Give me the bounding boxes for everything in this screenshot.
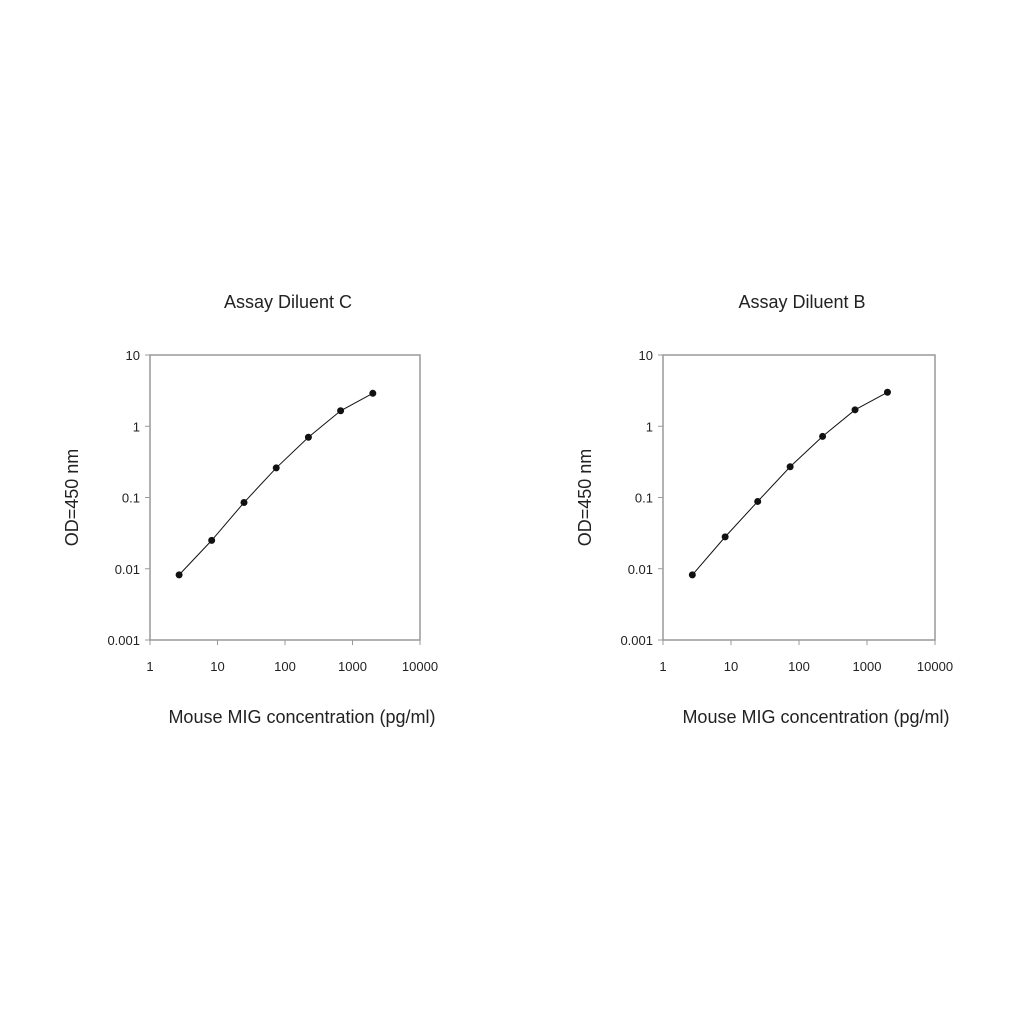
data-point (851, 406, 859, 414)
data-point (337, 407, 345, 415)
y-axis-label: OD=450 nm (62, 449, 82, 547)
data-point (883, 388, 891, 396)
y-tick-label: 0.001 (620, 633, 653, 648)
data-point (721, 533, 729, 541)
series-line (178, 392, 374, 576)
y-tick-label: 0.01 (628, 562, 653, 577)
data-point (754, 497, 762, 505)
x-tick-label: 1 (146, 659, 153, 674)
data-point (819, 432, 827, 440)
y-tick-label: 10 (639, 348, 653, 363)
x-tick-label: 1 (659, 659, 666, 674)
plot-frame (149, 354, 421, 641)
data-point (688, 571, 696, 579)
y-tick-label: 1 (133, 419, 140, 434)
x-tick-label: 100 (788, 659, 810, 674)
x-axis-label: Mouse MIG concentration (pg/ml) (682, 707, 949, 727)
x-tick-label: 100 (274, 659, 296, 674)
x-tick-label: 10000 (917, 659, 953, 674)
x-tick-label: 10 (210, 659, 224, 674)
y-tick-label: 10 (126, 348, 140, 363)
data-point (272, 464, 280, 472)
x-tick-label: 1000 (853, 659, 882, 674)
chart-title: Assay Diluent C (224, 292, 352, 312)
y-tick-label: 1 (646, 419, 653, 434)
data-point (175, 571, 183, 579)
x-axis-label: Mouse MIG concentration (pg/ml) (168, 707, 435, 727)
y-tick-label: 0.001 (107, 633, 140, 648)
x-tick-label: 10000 (402, 659, 438, 674)
y-tick-label: 0.1 (122, 491, 140, 506)
data-point (369, 389, 377, 397)
data-point (208, 536, 216, 544)
x-tick-label: 10 (724, 659, 738, 674)
x-tick-label: 1000 (338, 659, 367, 674)
y-tick-label: 0.01 (115, 562, 140, 577)
data-point (240, 499, 248, 507)
data-point (304, 433, 312, 441)
y-tick-label: 0.1 (635, 491, 653, 506)
plot-frame (662, 354, 936, 641)
series-line (691, 391, 888, 576)
data-point (786, 463, 794, 471)
y-axis-label: OD=450 nm (575, 449, 595, 547)
chart-title: Assay Diluent B (738, 292, 865, 312)
